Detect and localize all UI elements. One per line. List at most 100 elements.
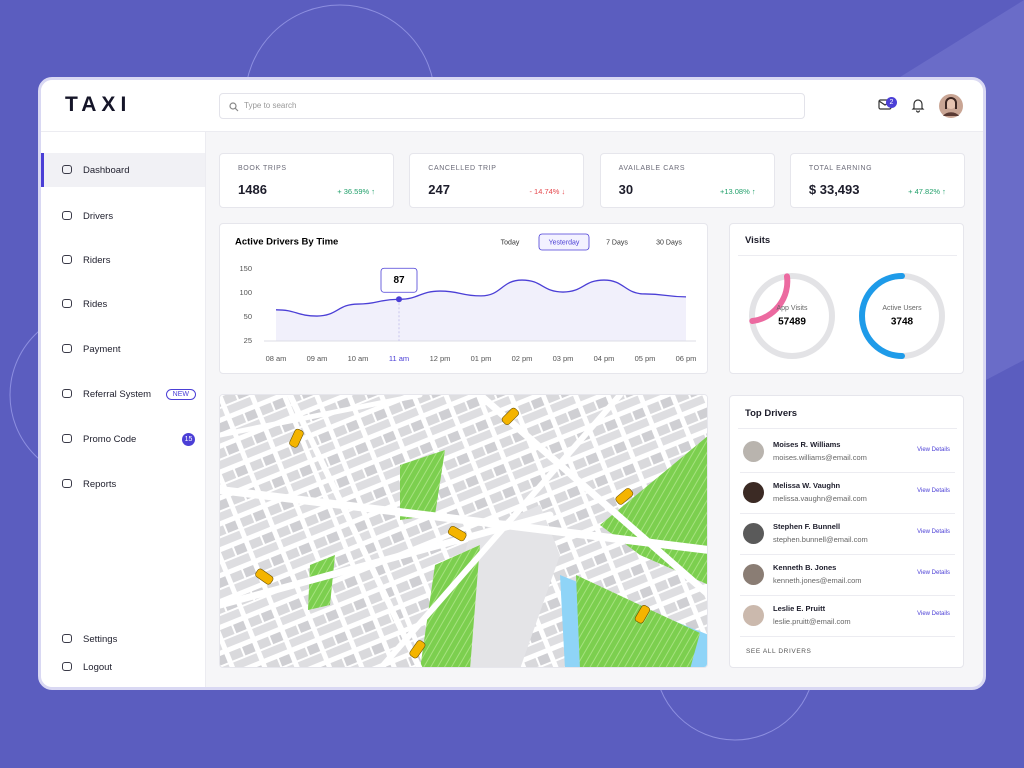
nav-item[interactable]: Logout [41, 650, 205, 684]
time-filter[interactable]: Yesterday [549, 239, 580, 246]
map-card[interactable] [219, 394, 708, 668]
notification-badge: 2 [886, 97, 897, 108]
driver-name: Moises R. Williams [773, 440, 841, 449]
divider [740, 636, 955, 637]
tooltip-value: 87 [393, 275, 405, 286]
visit-value: 3748 [891, 317, 914, 328]
driver-avatar [743, 482, 764, 503]
divider [738, 255, 957, 256]
divider [740, 513, 955, 514]
view-details-link[interactable]: View Details [917, 570, 950, 576]
donut-track [749, 273, 835, 359]
divider [740, 472, 955, 473]
nav-label: Rides [83, 298, 108, 310]
visit-value: 57489 [778, 317, 806, 328]
stat-card: BOOK TRIPS 1486 + 36.59% ↑ [219, 153, 394, 208]
nav-item[interactable]: Payment [41, 332, 205, 366]
tooltip-box [380, 267, 418, 293]
x-tick-label: 06 pm [676, 354, 697, 363]
stat-card: AVAILABLE CARS 30 +13.08% ↑ [599, 153, 775, 208]
driver-name: Kenneth B. Jones [773, 563, 837, 572]
nav-label: Logout [83, 661, 113, 673]
time-filter[interactable]: 7 Days [606, 239, 628, 246]
driver-name: Melissa W. Vaughn [773, 481, 841, 490]
nav-icon [62, 634, 72, 643]
nav-icon [62, 434, 72, 443]
stat-change: - 14.74% ↓ [529, 187, 566, 196]
stat-change: + 47.82% ↑ [908, 187, 946, 196]
view-details-link[interactable]: View Details [917, 447, 950, 453]
nav-label: Riders [83, 254, 111, 266]
nav-item[interactable]: Reports [41, 467, 205, 501]
driver-email: stephen.bunnell@email.com [773, 535, 868, 544]
time-filter[interactable]: 30 Days [656, 239, 682, 246]
stat-change: + 36.59% ↑ [337, 187, 375, 196]
chart-card: Active Drivers By Time Today Yesterday 7 Da… [219, 223, 708, 374]
x-tick-label: 03 pm [553, 354, 574, 363]
nav-label: Referral System [83, 388, 152, 400]
stat-label: TOTAL EARNING [808, 165, 873, 172]
y-tick-label: 150 [239, 264, 252, 273]
donut-arc [859, 273, 905, 359]
nav-item[interactable]: Promo Code 15 [41, 422, 205, 456]
nav-item[interactable]: Settings [41, 622, 205, 656]
x-tick-label: 11 am [389, 354, 409, 363]
nav-icon [62, 389, 72, 398]
nav-item[interactable]: Drivers [41, 199, 205, 233]
visits-title: Visits [745, 235, 771, 246]
visit-label: App Visits [777, 305, 808, 312]
nav-icon [62, 344, 72, 353]
nav-icon [62, 255, 72, 264]
bell-icon[interactable] [911, 98, 925, 113]
line-series [275, 279, 687, 317]
nav-item[interactable]: Dashboard [41, 153, 205, 187]
user-avatar[interactable] [939, 94, 963, 118]
map-park [308, 555, 335, 610]
filter-active-box [538, 233, 590, 251]
stat-change: +13.08% ↑ [719, 187, 756, 196]
y-tick-label: 25 [244, 336, 252, 345]
content: Active Drivers By Time Today Yesterday 7 Da… [41, 80, 983, 687]
donut-arc [749, 273, 791, 325]
view-details-link[interactable]: View Details [917, 488, 950, 494]
x-tick-label: 05 pm [635, 354, 656, 363]
nav-label: Promo Code [83, 433, 137, 445]
y-tick-label: 50 [244, 312, 252, 321]
divider [740, 554, 955, 555]
nav-item[interactable]: Riders [41, 243, 205, 277]
nav-icon [62, 479, 72, 488]
visit-label: Active Users [882, 305, 922, 312]
top-drivers-title: Top Drivers [745, 408, 798, 419]
driver-email: kenneth.jones@email.com [773, 576, 862, 585]
time-filter[interactable]: Today [501, 239, 520, 246]
nav-item[interactable]: Rides [41, 287, 205, 321]
view-details-link[interactable]: View Details [917, 611, 950, 617]
area-fill [276, 280, 686, 341]
driver-avatar [743, 441, 764, 462]
driver-email: leslie.pruitt@email.com [773, 617, 851, 626]
visits-card: Visits App Visits 57489 Active Users 3748 [729, 223, 964, 374]
search-placeholder: Type to search [244, 101, 297, 110]
nav-badge: NEW [165, 388, 196, 400]
nav-badge: 15 [182, 432, 195, 446]
x-tick-label: 08 am [266, 354, 287, 363]
view-details-link[interactable]: View Details [917, 529, 950, 535]
driver-email: moises.williams@email.com [773, 453, 867, 462]
visit-donuts: App Visits 57489 Active Users 3748 [749, 273, 945, 359]
x-tick-label: 02 pm [512, 354, 533, 363]
driver-avatar [743, 564, 764, 585]
stat-card: CANCELLED TRIP 247 - 14.74% ↓ [409, 153, 585, 208]
nav-icon [62, 299, 72, 308]
see-all-drivers-link[interactable]: SEE ALL DRIVERS [746, 648, 812, 655]
map-roads [220, 395, 707, 667]
stat-value: $ 33,493 [808, 182, 860, 197]
brand-logo: TAXI [65, 93, 132, 116]
nav-item[interactable]: Referral System NEW [41, 377, 205, 411]
header: TAXI Type to search 2 [41, 80, 983, 132]
app-window: TAXI Type to search 2 Dashboard Drivers Ri… [38, 77, 986, 690]
search-box[interactable]: Type to search [219, 93, 805, 119]
divider [738, 428, 957, 429]
nav-icon [62, 662, 72, 671]
nav-label: Drivers [83, 210, 114, 222]
